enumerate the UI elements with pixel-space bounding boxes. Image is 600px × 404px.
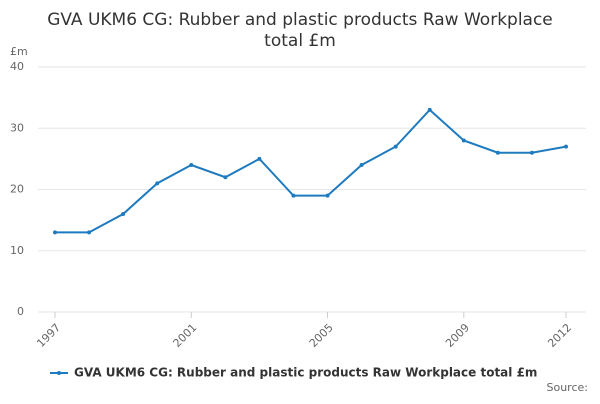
point (325, 193, 330, 198)
line (55, 108, 567, 234)
point (155, 181, 160, 186)
x-tick-label: 2005 (307, 321, 336, 350)
point (495, 150, 500, 155)
y-axis-label: £m (10, 45, 28, 58)
x-tick-label: 2009 (443, 321, 472, 350)
point (87, 230, 92, 235)
point (564, 144, 568, 149)
point (53, 230, 57, 235)
point (529, 150, 534, 155)
y-tick-label: 30 (10, 121, 24, 134)
legend-marker (57, 371, 61, 375)
point (189, 163, 194, 167)
point (291, 193, 296, 198)
point (121, 212, 126, 216)
y-tick-label: 10 (10, 244, 24, 257)
x-tick-label: 2001 (171, 321, 200, 350)
chart-title: GVA UKM6 CG: Rubber and plastic products… (47, 10, 553, 51)
point (461, 138, 466, 143)
y-tick-label: 40 (10, 60, 24, 73)
point (359, 163, 364, 167)
x-tick-label: 2012 (545, 321, 574, 350)
point (257, 156, 262, 161)
source: Source: (547, 381, 589, 394)
y-tick-label: 0 (17, 305, 24, 318)
y-tick-label: 20 (10, 183, 24, 196)
point (427, 107, 432, 112)
point (393, 144, 398, 149)
legend-label: GVA UKM6 CG: Rubber and plastic products… (74, 366, 537, 380)
point (223, 175, 228, 180)
x-tick-label: 1997 (34, 321, 63, 350)
